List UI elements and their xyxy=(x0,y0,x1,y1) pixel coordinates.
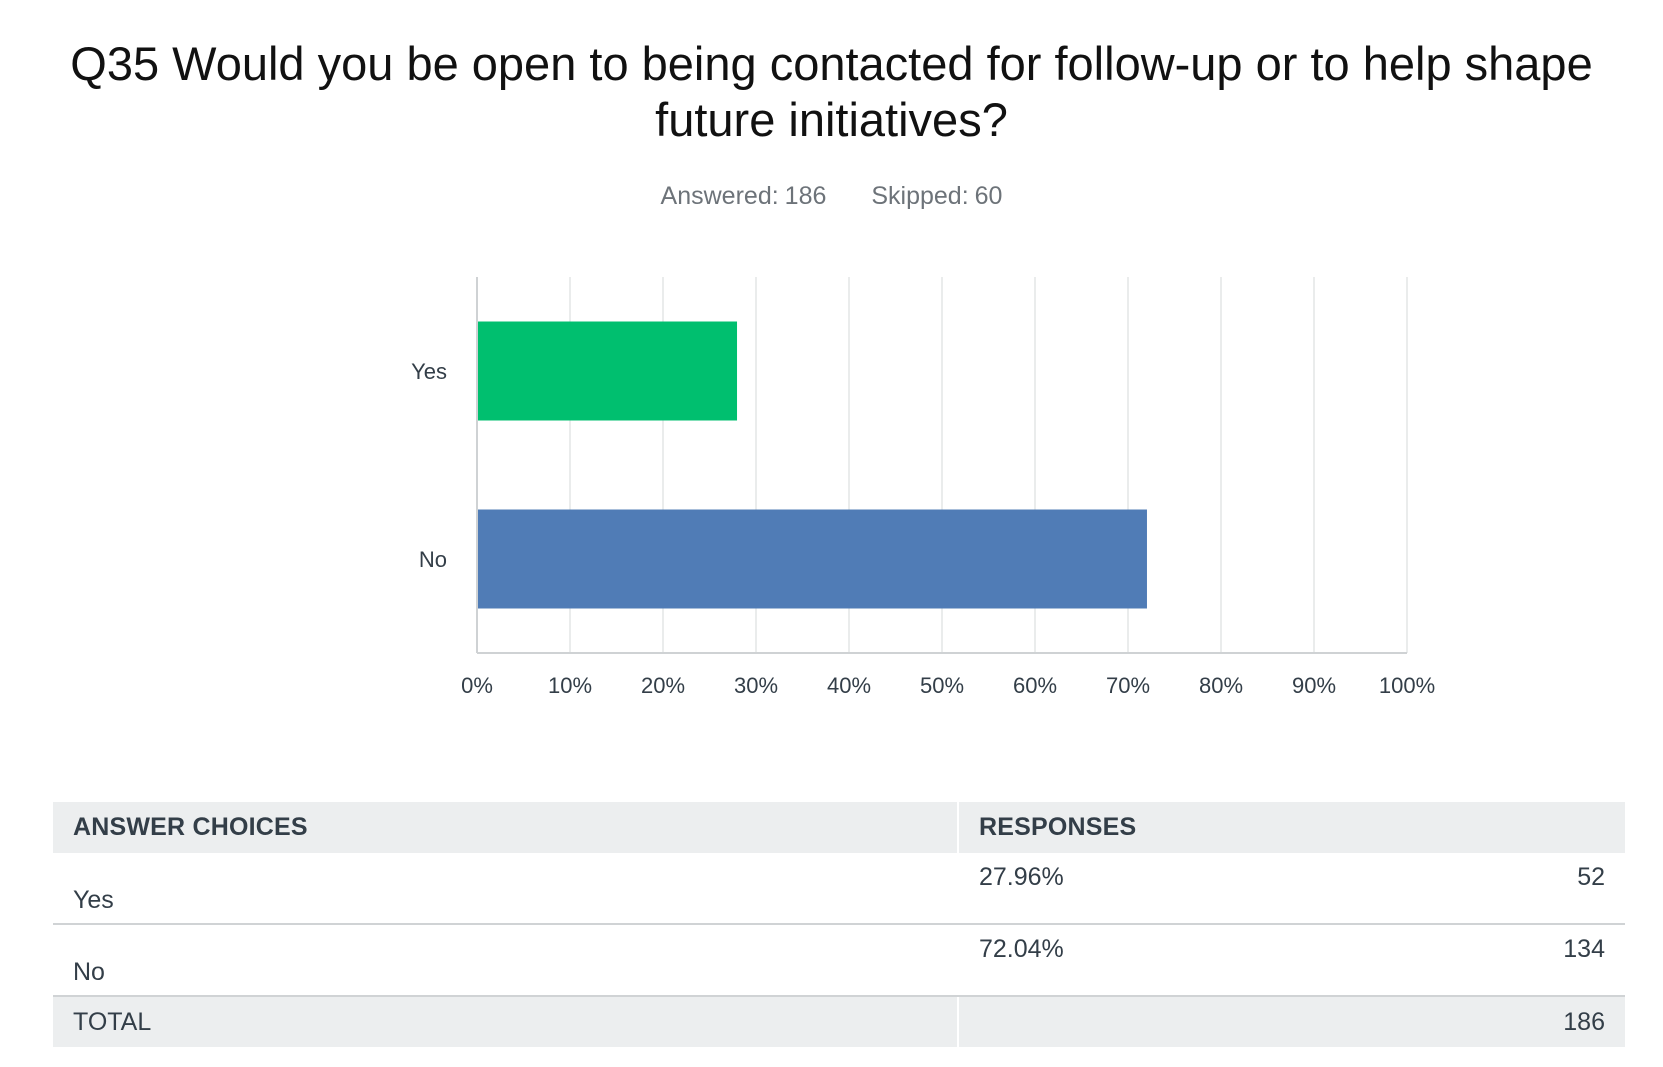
x-tick-label: 60% xyxy=(1013,673,1057,698)
x-tick-label: 90% xyxy=(1292,673,1336,698)
response-cell: 72.04% 134 xyxy=(958,924,1625,997)
y-tick-label: Yes xyxy=(411,359,447,384)
answered-label: Answered: xyxy=(660,182,779,210)
answer-choices-header: ANSWER CHOICES xyxy=(53,802,959,853)
table-row-no: No 72.04% 134 xyxy=(53,924,1625,997)
response-cell: 27.96% 52 xyxy=(958,853,1625,925)
x-tick-label: 30% xyxy=(734,673,778,698)
y-tick-label: No xyxy=(419,547,447,572)
response-percent: 72.04% xyxy=(979,935,1064,963)
table-header-row: ANSWER CHOICES RESPONSES xyxy=(53,802,1625,853)
answered-stat: Answered: 186 xyxy=(661,182,834,210)
total-count: 186 xyxy=(958,996,1625,1047)
x-tick-label: 10% xyxy=(548,673,592,698)
x-tick-label: 40% xyxy=(827,673,871,698)
total-row: TOTAL 186 xyxy=(53,996,1625,1047)
x-tick-label: 50% xyxy=(920,673,964,698)
choice-label: No xyxy=(53,924,959,997)
x-tick-label: 70% xyxy=(1106,673,1150,698)
answer-table: ANSWER CHOICES RESPONSES Yes 27.96% 52 N… xyxy=(53,802,1625,1047)
skipped-value: 60 xyxy=(974,182,1003,210)
response-percent: 27.96% xyxy=(979,863,1064,891)
answered-value: 186 xyxy=(784,182,827,210)
x-tick-label: 80% xyxy=(1199,673,1243,698)
skipped-label: Skipped: xyxy=(871,182,969,210)
response-count: 134 xyxy=(1563,935,1605,963)
x-tick-label: 0% xyxy=(461,673,493,698)
bar-no xyxy=(478,509,1147,609)
total-label: TOTAL xyxy=(53,996,959,1047)
choice-label: Yes xyxy=(53,853,959,925)
responses-header: RESPONSES xyxy=(958,802,1625,853)
bar-chart: 0% 10% 20% 30% 40% 50% 60% 70% 80% 90% 100% Yes No xyxy=(411,277,1435,698)
x-tick-label: 100% xyxy=(1379,673,1435,698)
x-tick-label: 20% xyxy=(641,673,685,698)
response-stats: Answered: 186 Skipped: 60 xyxy=(0,182,1663,211)
skipped-stat: Skipped: 60 xyxy=(871,182,1002,210)
response-count: 52 xyxy=(1577,863,1605,891)
table-row-yes: Yes 27.96% 52 xyxy=(53,853,1625,925)
bar-yes xyxy=(478,321,738,421)
question-title: Q35 Would you be open to being contacted… xyxy=(70,37,1593,146)
